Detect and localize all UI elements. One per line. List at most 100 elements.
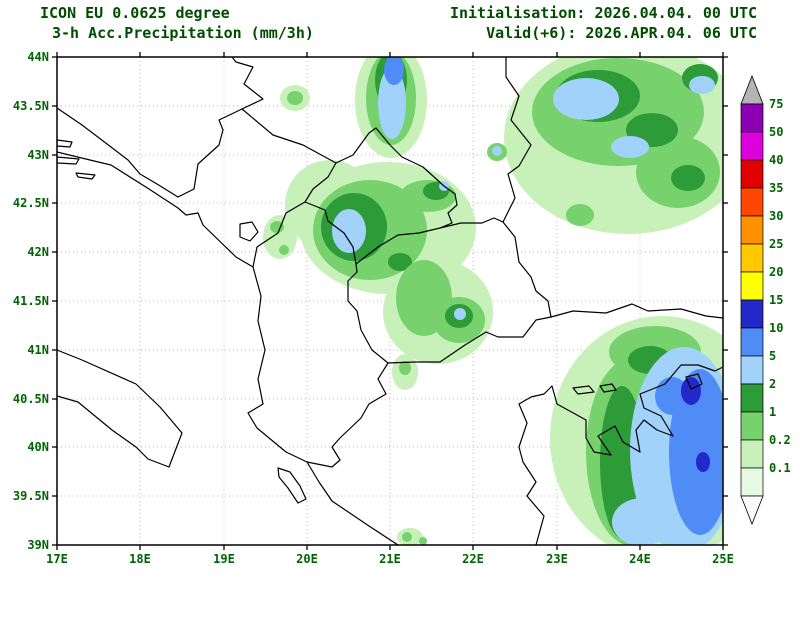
border-path [252, 201, 306, 268]
legend-value-label: 15 [769, 293, 783, 307]
legend-value-label: 25 [769, 237, 783, 251]
precip-area [611, 136, 649, 158]
legend-value-label: 50 [769, 125, 783, 139]
border-path [306, 362, 389, 468]
x-tick-label: 19E [213, 552, 235, 566]
x-tick-label: 18E [129, 552, 151, 566]
x-tick-label: 23E [546, 552, 568, 566]
x-tick-label: 17E [46, 552, 68, 566]
legend-value-label: 2 [769, 377, 776, 391]
border-path [57, 107, 179, 198]
legend-value-label: 10 [769, 321, 783, 335]
border-path [304, 127, 458, 265]
precip-area [655, 377, 689, 415]
border-path [502, 221, 552, 318]
legend-arrow-bottom [740, 495, 764, 526]
border-path [599, 383, 617, 393]
precip-area [696, 452, 710, 472]
legend-segment [740, 131, 764, 161]
y-tick-label: 40N [27, 440, 49, 454]
legend-segment [740, 243, 764, 273]
y-tick-label: 44N [27, 50, 49, 64]
x-tick-label: 25E [712, 552, 734, 566]
y-tick-label: 43N [27, 148, 49, 162]
x-tick-label: 24E [629, 552, 651, 566]
border-path [57, 156, 80, 165]
x-tick-label: 20E [296, 552, 318, 566]
precip-area [287, 91, 303, 105]
border-path [518, 364, 723, 545]
precip-area [492, 146, 502, 156]
border-path [57, 151, 399, 545]
border-path [550, 303, 723, 319]
model-title: ICON EU 0.0625 degree [40, 4, 230, 22]
init-time-label: Initialisation: 2026.04.04. 00 UTC [450, 4, 757, 22]
precip-area [689, 76, 715, 94]
legend-segment [740, 355, 764, 385]
precip-area [378, 67, 406, 139]
axis-ticks [52, 52, 728, 550]
legend-value-label: 30 [769, 209, 783, 223]
y-tick-label: 40.5N [13, 392, 49, 406]
border-path [439, 217, 504, 229]
border-path [239, 221, 259, 242]
legend-segment [740, 215, 764, 245]
country-borders [57, 57, 723, 545]
border-path [177, 108, 243, 198]
legend-value-label: 20 [769, 265, 783, 279]
y-tick-label: 41N [27, 343, 49, 357]
precip-area [279, 245, 289, 255]
precip-area [612, 498, 672, 545]
legend-segment [740, 159, 764, 189]
legend-value-label: 5 [769, 349, 776, 363]
product-title: 3-h Acc.Precipitation (mm/3h) [52, 24, 314, 42]
precip-area [270, 221, 284, 233]
border-path [241, 108, 337, 164]
x-axis-labels: 17E 18E 19E 20E 21E 22E 23E 24E 25E [46, 552, 734, 566]
border-path [502, 57, 532, 223]
precip-area [671, 165, 705, 191]
precip-area [332, 209, 366, 253]
border-path [685, 373, 703, 390]
valid-time-label: Valid(+6): 2026.APR.04. 06 UTC [486, 24, 757, 42]
y-tick-label: 39N [27, 538, 49, 552]
precip-area [454, 308, 466, 320]
y-tick-label: 42N [27, 245, 49, 259]
precip-area [553, 78, 619, 120]
border-path [231, 57, 264, 110]
legend-segment [740, 299, 764, 329]
border-path [572, 385, 595, 395]
legend-value-label: 0.2 [769, 433, 791, 447]
legend-value-label: 0.1 [769, 461, 791, 475]
legend-arrow-top [740, 74, 764, 105]
precipitation-field [263, 57, 723, 545]
x-tick-label: 22E [462, 552, 484, 566]
border-path [75, 172, 96, 180]
border-path [347, 263, 389, 364]
precip-area [419, 537, 427, 545]
precip-area [388, 253, 412, 271]
legend-value-label: 40 [769, 153, 783, 167]
precip-area [681, 377, 701, 405]
legend-value-label: 75 [769, 97, 783, 111]
legend-segment [740, 327, 764, 357]
legend-segment [740, 467, 764, 497]
y-tick-label: 42.5N [13, 196, 49, 210]
legend-segment [740, 439, 764, 469]
precip-area [384, 57, 404, 85]
legend-segment [740, 187, 764, 217]
y-tick-label: 39.5N [13, 489, 49, 503]
border-path [57, 139, 73, 148]
border-path [57, 349, 183, 468]
legend-value-label: 35 [769, 181, 783, 195]
y-tick-label: 43.5N [13, 99, 49, 113]
x-tick-label: 21E [379, 552, 401, 566]
legend-value-label: 1 [769, 405, 776, 419]
legend-segment [740, 103, 764, 133]
precip-area [566, 204, 594, 226]
legend-segment [740, 271, 764, 301]
precip-area [399, 361, 411, 375]
y-axis-labels: 44N 43.5N 43N 42.5N 42N 41.5N 41N 40.5N 40N 39.5N… [13, 50, 49, 552]
